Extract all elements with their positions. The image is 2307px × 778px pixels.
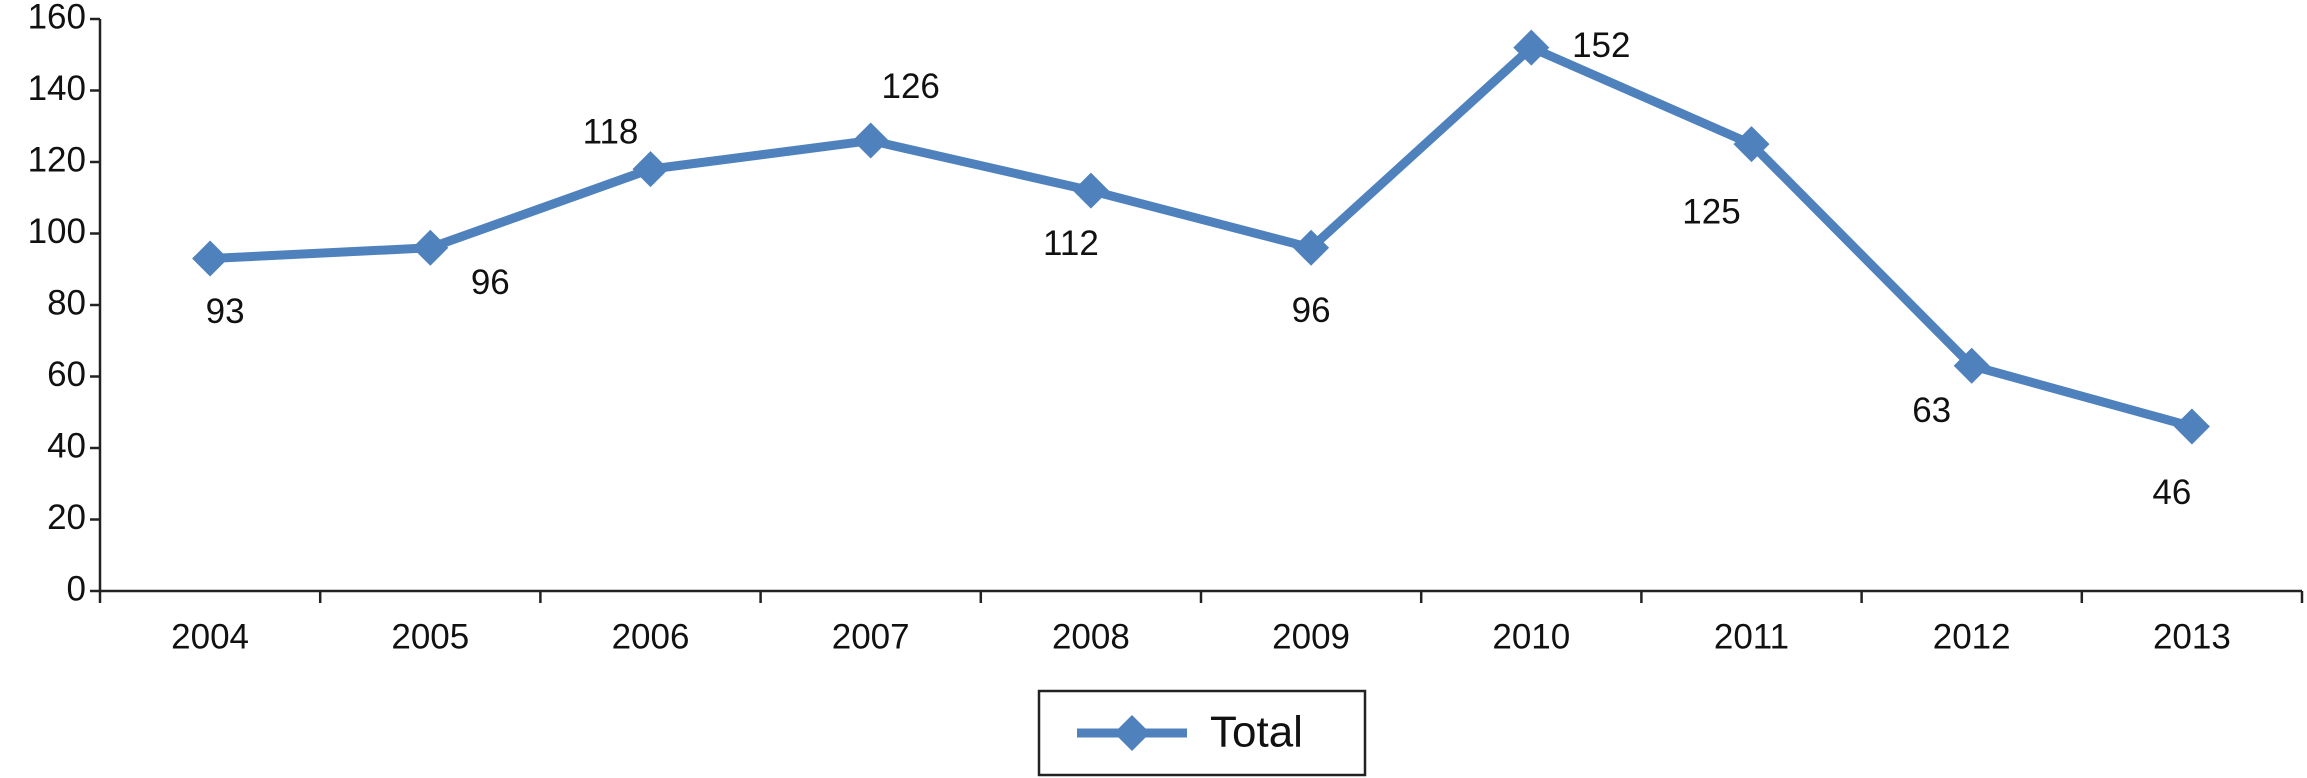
data-label: 118 (583, 112, 639, 151)
y-tick-label: 120 (28, 140, 86, 179)
data-label: 96 (471, 263, 510, 302)
x-tick-label: 2013 (2153, 617, 2231, 656)
marker (632, 151, 669, 188)
data-label: 46 (2152, 473, 2191, 512)
x-tick-label: 2011 (1714, 617, 1789, 656)
x-tick-label: 2009 (1272, 617, 1350, 656)
y-tick-label: 60 (47, 355, 86, 394)
data-label: 93 (206, 292, 245, 331)
y-tick-label: 0 (67, 569, 86, 608)
legend-marker (1114, 715, 1150, 751)
marker (1733, 126, 1770, 163)
y-tick-label: 20 (47, 498, 86, 537)
x-tick-label: 2006 (612, 617, 690, 656)
y-tick-label: 40 (47, 426, 86, 465)
data-label: 126 (881, 67, 939, 106)
line (209, 43, 2194, 431)
x-tick-label: 2005 (391, 617, 469, 656)
marker (1072, 172, 1109, 209)
x-tick-label: 2012 (1933, 617, 2011, 656)
marker (852, 122, 889, 159)
marker (192, 240, 229, 277)
data-label: 112 (1043, 224, 1099, 263)
y-tick-label: 140 (28, 69, 86, 108)
marker (1953, 347, 1990, 384)
data-label: 125 (1682, 192, 1740, 231)
y-tick-label: 100 (28, 212, 86, 251)
x-tick-label: 2008 (1052, 617, 1130, 656)
legend-label: Total (1210, 708, 1303, 757)
marker (1513, 29, 1550, 66)
y-tick-label: 80 (47, 283, 86, 322)
x-tick-label: 2007 (832, 617, 910, 656)
y-tick-label: 160 (28, 0, 86, 36)
x-tick-label: 2010 (1492, 617, 1570, 656)
marker (2173, 408, 2210, 445)
marker (1293, 229, 1330, 266)
data-label: 152 (1572, 26, 1630, 65)
marker (412, 229, 449, 266)
data-label: 96 (1292, 291, 1331, 330)
x-tick-label: 2004 (171, 617, 249, 656)
data-label: 63 (1912, 391, 1951, 430)
